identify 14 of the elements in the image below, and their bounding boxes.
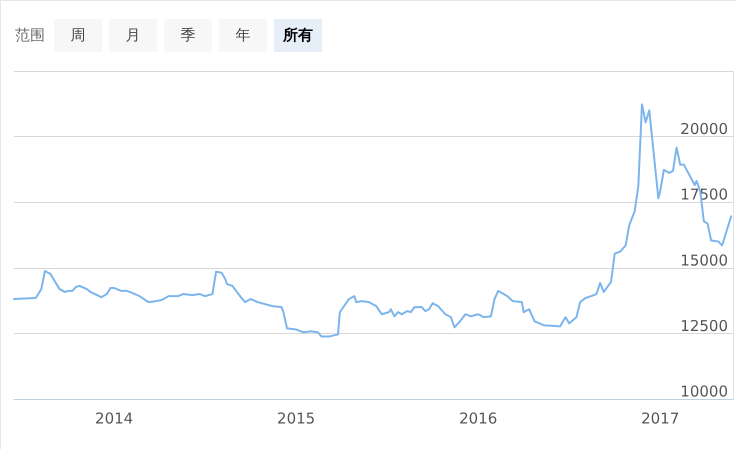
y-tick-label: 20000	[680, 120, 728, 138]
x-tick-label: 2015	[277, 410, 316, 428]
text: 季	[164, 19, 212, 52]
y-tick-label: 12500	[680, 316, 728, 335]
y-tick-label: 10000	[680, 382, 728, 400]
x-tick-label: 2014	[95, 410, 134, 428]
x-tick-label: 2017	[641, 410, 680, 428]
y-tick-label: 15000	[680, 251, 728, 270]
text: 年	[219, 19, 267, 52]
text: 周	[54, 19, 102, 52]
x-tick-label: 2016	[459, 410, 498, 428]
text: 月	[109, 19, 157, 52]
text: 所有	[274, 19, 322, 52]
text: 范围	[15, 26, 45, 45]
